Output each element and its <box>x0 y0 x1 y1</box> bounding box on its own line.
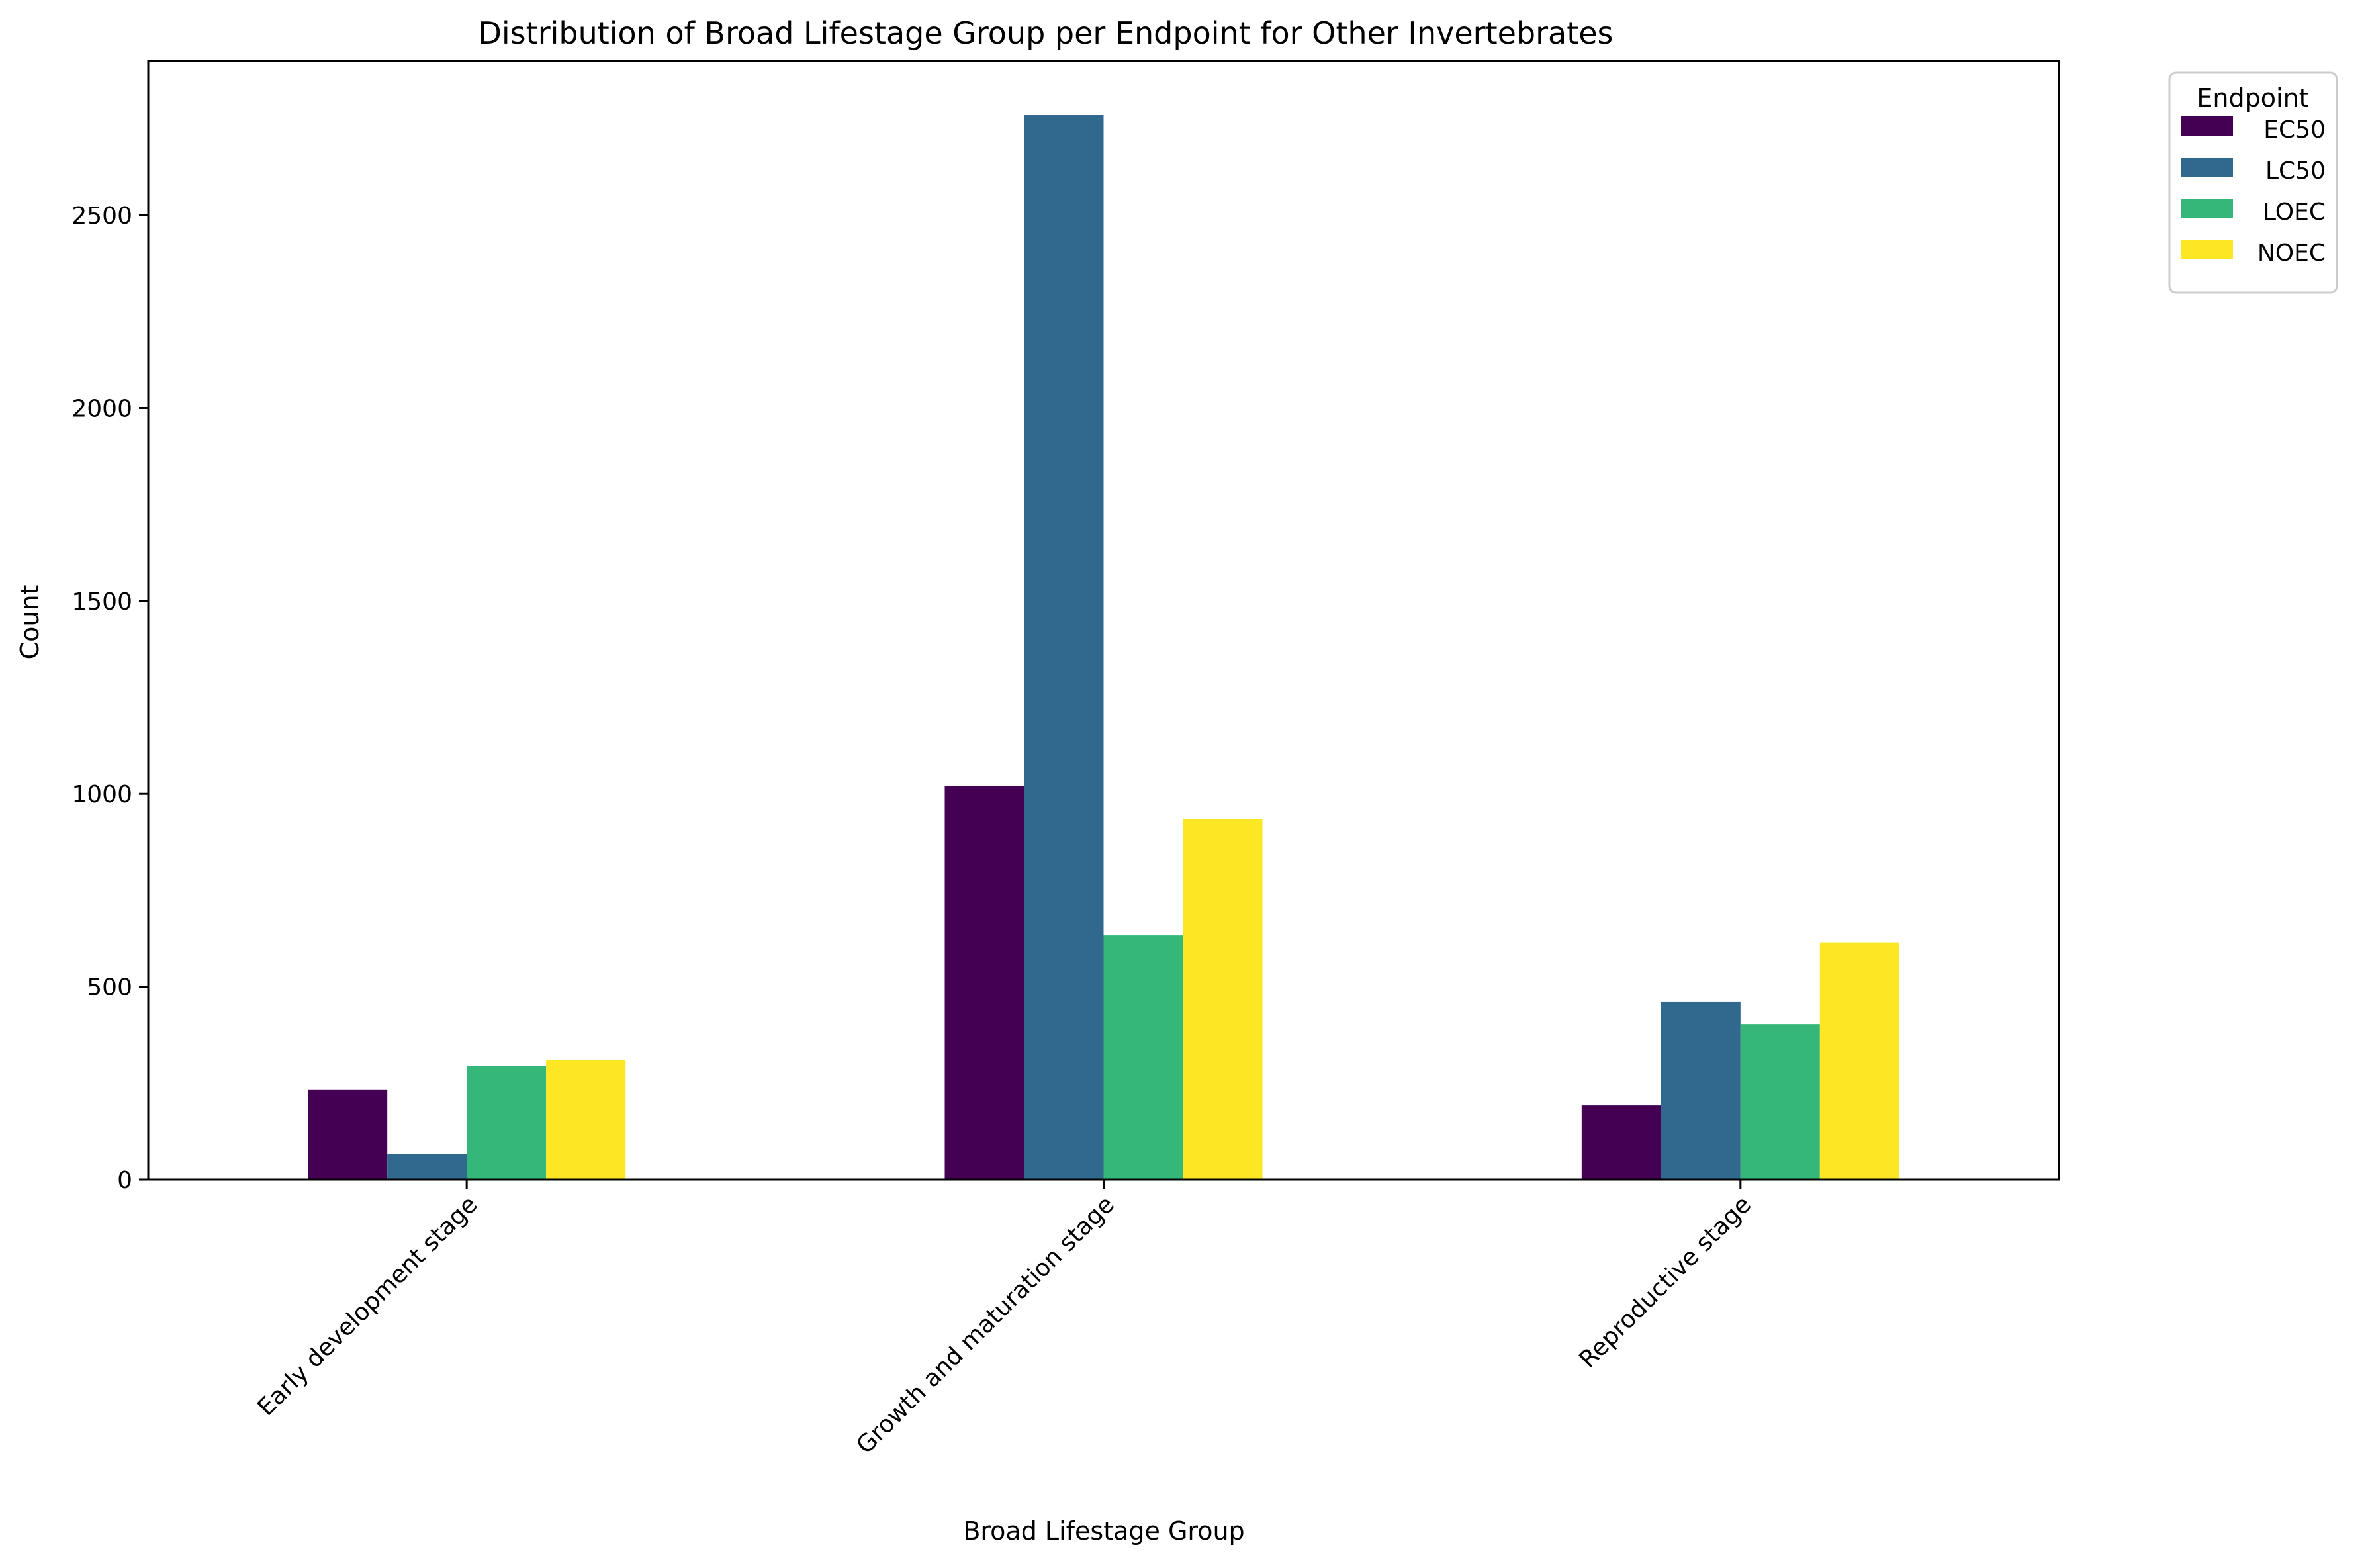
bar-noec-2 <box>1819 942 1899 1179</box>
y-tick-label: 2000 <box>71 395 132 422</box>
legend-swatch-loec <box>2181 199 2233 218</box>
bar-ec50-2 <box>1581 1105 1661 1179</box>
bar-ec50-0 <box>308 1089 388 1179</box>
y-axis-label: Count <box>15 585 44 660</box>
y-tick-label: 2500 <box>71 203 132 230</box>
y-tick-label: 1500 <box>71 588 132 616</box>
legend-label-ec50: EC50 <box>2263 116 2326 144</box>
bar-loec-1 <box>1103 935 1183 1179</box>
y-tick-label: 0 <box>117 1167 132 1194</box>
legend-items: EC50 LC50 LOEC NOEC <box>2181 116 2326 267</box>
bar-ec50-1 <box>944 786 1024 1179</box>
bar-loec-2 <box>1740 1024 1820 1179</box>
x-axis-label: Broad Lifestage Group <box>963 1516 1244 1545</box>
bar-lc50-2 <box>1661 1001 1741 1179</box>
legend-swatch-ec50 <box>2181 116 2233 136</box>
chart-title: Distribution of Broad Lifestage Group pe… <box>478 15 1613 51</box>
bar-loec-0 <box>467 1066 547 1179</box>
y-tick-label: 1000 <box>71 781 132 808</box>
legend-label-loec: LOEC <box>2263 199 2326 226</box>
bar-lc50-1 <box>1024 115 1104 1180</box>
bar-noec-0 <box>546 1060 626 1179</box>
legend-label-noec: NOEC <box>2257 240 2326 267</box>
legend-swatch-lc50 <box>2181 158 2233 177</box>
bar-lc50-0 <box>387 1154 467 1179</box>
legend-swatch-noec <box>2181 240 2233 259</box>
legend: Endpoint EC50 LC50 LOEC NOEC <box>2168 71 2338 294</box>
legend-label-lc50: LC50 <box>2265 158 2326 185</box>
bar-noec-1 <box>1183 819 1263 1179</box>
legend-title: Endpoint <box>2197 83 2308 113</box>
y-tick-label: 500 <box>87 974 132 1001</box>
